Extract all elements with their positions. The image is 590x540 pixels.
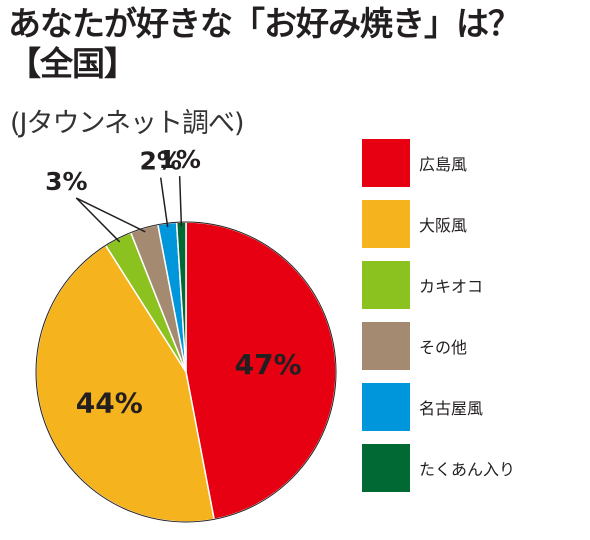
legend-item-4: その他 xyxy=(362,322,587,370)
legend-swatch xyxy=(362,444,410,492)
legend-item-5: 名古屋風 xyxy=(362,383,587,431)
legend-item-6: たくあん入り xyxy=(362,444,587,492)
legend-label: カキオコ xyxy=(419,277,484,296)
legend-label: たくあん入り xyxy=(419,460,516,479)
data-label-5: 2% xyxy=(139,147,181,176)
legend-swatch xyxy=(362,200,410,248)
legend-item-2: 大阪風 xyxy=(362,200,587,248)
legend-swatch xyxy=(362,139,410,187)
data-label-2: 44% xyxy=(76,386,143,419)
legend: 広島風大阪風カキオコその他名古屋風たくあん入り xyxy=(362,139,587,505)
chart-subtitle: (Jタウンネット調べ) xyxy=(10,108,244,139)
legend-item-1: 広島風 xyxy=(362,139,587,187)
legend-label: 名古屋風 xyxy=(419,399,484,418)
leader-line-6 xyxy=(178,176,183,227)
leader-line-5 xyxy=(159,177,169,228)
chart-title: あなたが好きな「お好み焼き」は？ 【全国】 xyxy=(8,4,521,84)
chart-title-line1: あなたが好きな「お好み焼き」は？ xyxy=(8,4,521,43)
leader-line-4 xyxy=(75,197,146,233)
legend-label: その他 xyxy=(419,338,468,357)
legend-item-3: カキオコ xyxy=(362,261,587,309)
chart-title-line2: 【全国】 xyxy=(8,44,137,83)
legend-swatch xyxy=(362,261,410,309)
legend-label: 大阪風 xyxy=(419,216,468,235)
legend-label: 広島風 xyxy=(419,155,468,174)
legend-swatch xyxy=(362,322,410,370)
data-label-1: 47% xyxy=(235,348,302,381)
data-label-3: 3% xyxy=(45,167,87,196)
legend-swatch xyxy=(362,383,410,431)
leader-line-3 xyxy=(75,197,121,243)
data-label-6: 1% xyxy=(158,145,200,174)
